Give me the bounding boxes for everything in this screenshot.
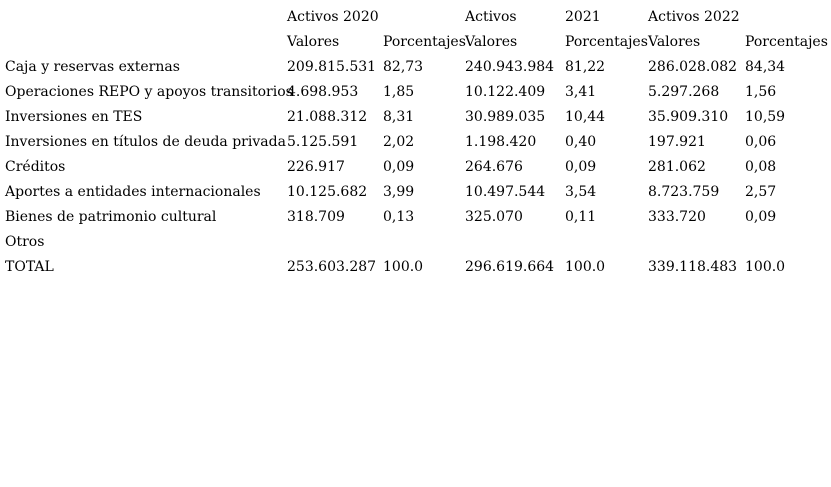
subheader-valores-2021: Valores [465, 34, 518, 50]
value-cell-2020: 10.125.682 [287, 184, 368, 200]
percent-cell-2020 [383, 230, 465, 255]
value-cell-2021 [465, 230, 565, 255]
subheader-porcentajes-2020: Porcentajes [383, 34, 466, 50]
row-label: Aportes a entidades internacionales [5, 184, 261, 200]
value-cell-2022: 8.723.759 [648, 184, 720, 200]
year-header-2020: Activos 2020 [287, 9, 379, 25]
row-label: Bienes de patrimonio cultural [5, 209, 217, 225]
percent-cell-2021: 100.0 [565, 259, 606, 275]
value-cell-2020: 21.088.312 [287, 109, 368, 125]
year-header-2021-part2: 2021 [565, 9, 601, 25]
percent-cell-2020: 0,13 [383, 209, 415, 225]
table-row: Créditos 226.917 0,09 264.676 0,09 281.0… [5, 155, 831, 180]
value-cell-2020: 4.698.953 [287, 84, 359, 100]
value-cell-2022 [648, 230, 745, 255]
table-row-total: TOTAL 253.603.287 100.0 296.619.664 100.… [5, 255, 831, 280]
value-cell-2021: 10.122.409 [465, 84, 546, 100]
value-cell-2021: 30.989.035 [465, 109, 546, 125]
subheader-porcentajes-2021: Porcentajes [565, 34, 648, 50]
year-header-2022: Activos 2022 [648, 9, 740, 25]
percent-cell-2021: 10,44 [565, 109, 606, 125]
subheader-porcentajes-2022: Porcentajes [745, 34, 828, 50]
value-cell-2021: 264.676 [465, 159, 523, 175]
subheader-row: Valores Porcentajes Valores Porcentajes … [5, 30, 831, 55]
row-label: TOTAL [5, 259, 54, 275]
percent-cell-2022: 0,09 [745, 209, 777, 225]
row-label: Operaciones REPO y apoyos transitorios [5, 84, 293, 100]
value-cell-2021: 296.619.664 [465, 259, 555, 275]
percent-cell-2022: 0,06 [745, 134, 777, 150]
value-cell-2022: 286.028.082 [648, 59, 738, 75]
table-row: Inversiones en títulos de deuda privada … [5, 130, 831, 155]
value-cell-2020: 209.815.531 [287, 59, 377, 75]
value-cell-2021: 325.070 [465, 209, 523, 225]
corner-cell [5, 5, 287, 30]
percent-cell-2022: 100.0 [745, 259, 786, 275]
value-cell-2022: 281.062 [648, 159, 706, 175]
percent-cell-2022: 2,57 [745, 184, 777, 200]
percent-cell-2020: 1,85 [383, 84, 415, 100]
table-row: Caja y reservas externas 209.815.531 82,… [5, 55, 831, 80]
corner-cell [5, 30, 287, 55]
activos-table: Activos 2020 Activos 2021 Activos 2022 V… [5, 5, 831, 280]
value-cell-2020 [287, 230, 383, 255]
percent-cell-2022: 84,34 [745, 59, 786, 75]
row-label: Créditos [5, 159, 66, 175]
percent-cell-2020: 100.0 [383, 259, 424, 275]
table-row: Aportes a entidades internacionales 10.1… [5, 180, 831, 205]
percent-cell-2021: 3,41 [565, 84, 597, 100]
percent-cell-2020: 82,73 [383, 59, 424, 75]
value-cell-2022: 5.297.268 [648, 84, 720, 100]
value-cell-2021: 1.198.420 [465, 134, 537, 150]
subheader-valores-2020: Valores [287, 34, 340, 50]
value-cell-2022: 197.921 [648, 134, 706, 150]
value-cell-2020: 5.125.591 [287, 134, 359, 150]
value-cell-2022: 35.909.310 [648, 109, 729, 125]
value-cell-2021: 10.497.544 [465, 184, 546, 200]
table-row: Otros [5, 230, 831, 255]
percent-cell-2021: 3,54 [565, 184, 597, 200]
table-row: Inversiones en TES 21.088.312 8,31 30.98… [5, 105, 831, 130]
percent-cell-2021 [565, 230, 648, 255]
percent-cell-2022 [745, 230, 831, 255]
percent-cell-2020: 8,31 [383, 109, 415, 125]
value-cell-2020: 318.709 [287, 209, 345, 225]
row-label: Otros [5, 234, 45, 250]
value-cell-2022: 339.118.483 [648, 259, 738, 275]
value-cell-2022: 333.720 [648, 209, 706, 225]
percent-cell-2022: 10,59 [745, 109, 786, 125]
value-cell-2020: 253.603.287 [287, 259, 377, 275]
row-label: Caja y reservas externas [5, 59, 180, 75]
row-label: Inversiones en TES [5, 109, 143, 125]
row-label: Inversiones en títulos de deuda privada [5, 134, 286, 150]
table-row: Bienes de patrimonio cultural 318.709 0,… [5, 205, 831, 230]
percent-cell-2022: 1,56 [745, 84, 777, 100]
year-header-2021-part1: Activos [465, 9, 517, 25]
year-header-2022-spacer [745, 5, 831, 30]
value-cell-2020: 226.917 [287, 159, 345, 175]
percent-cell-2020: 2,02 [383, 134, 415, 150]
percent-cell-2021: 0,11 [565, 209, 597, 225]
year-header-2020-spacer [383, 5, 465, 30]
percent-cell-2020: 0,09 [383, 159, 415, 175]
value-cell-2021: 240.943.984 [465, 59, 555, 75]
table-row: Operaciones REPO y apoyos transitorios 4… [5, 80, 831, 105]
year-header-row: Activos 2020 Activos 2021 Activos 2022 [5, 5, 831, 30]
percent-cell-2022: 0,08 [745, 159, 777, 175]
percent-cell-2021: 0,09 [565, 159, 597, 175]
percent-cell-2021: 81,22 [565, 59, 606, 75]
percent-cell-2020: 3,99 [383, 184, 415, 200]
subheader-valores-2022: Valores [648, 34, 701, 50]
percent-cell-2021: 0,40 [565, 134, 597, 150]
